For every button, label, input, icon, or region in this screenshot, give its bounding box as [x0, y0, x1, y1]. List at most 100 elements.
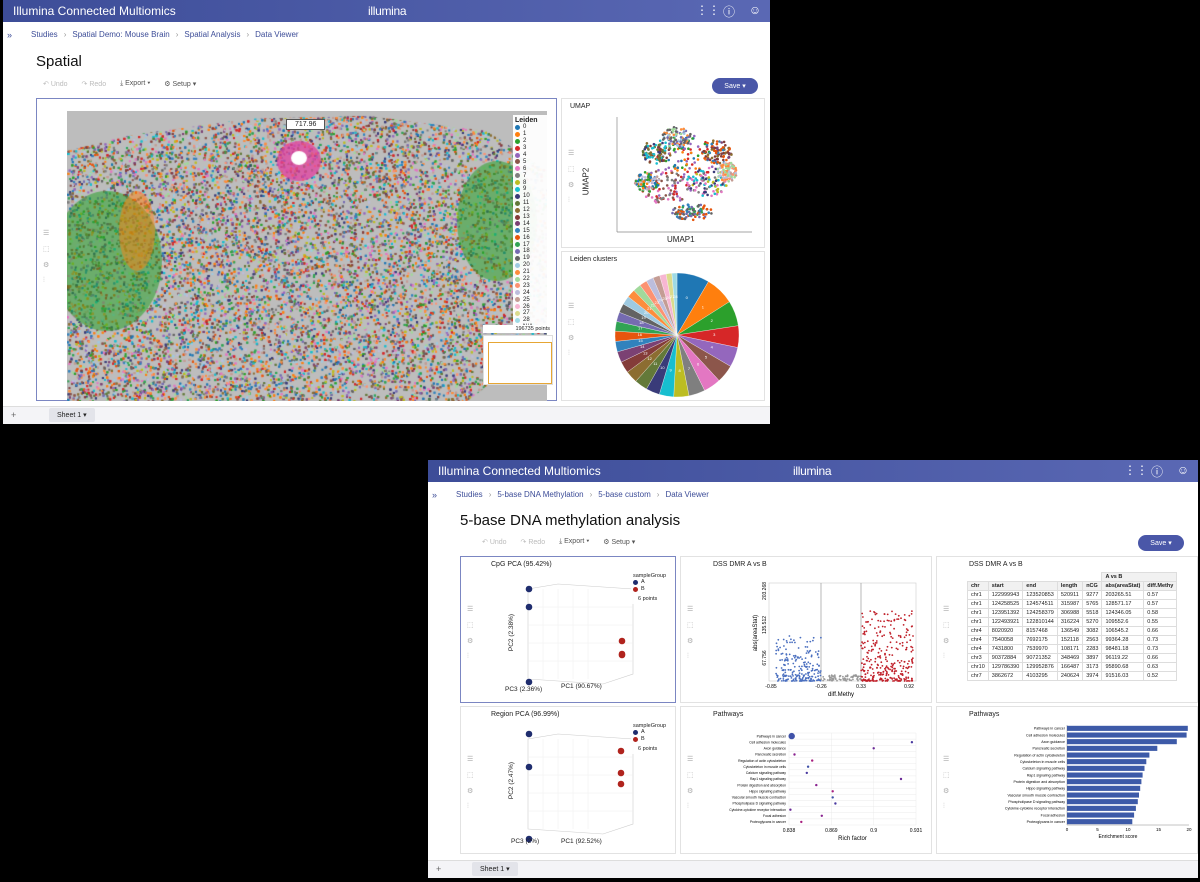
- help-icon[interactable]: ⓘ: [1150, 465, 1163, 479]
- column-header[interactable]: diff.Methy: [1143, 581, 1178, 591]
- pathways-dot-panel[interactable]: Pathways ☰ ⬚ ⚙ ⫶ Pathways in cancer Cell …: [680, 706, 932, 854]
- legend-item[interactable]: 26: [515, 303, 551, 310]
- pathways-bar-chart[interactable]: Pathways in cancer Cell adhesion molecule…: [967, 713, 1197, 853]
- legend-item[interactable]: 22: [515, 276, 551, 283]
- legend-item[interactable]: 21: [515, 269, 551, 276]
- select-icon[interactable]: ⬚: [943, 772, 950, 779]
- column-header[interactable]: nCG: [1082, 581, 1103, 591]
- legend-item[interactable]: 4: [515, 152, 551, 159]
- data-icon[interactable]: ☰: [43, 230, 50, 237]
- add-sheet-button[interactable]: +: [436, 864, 442, 874]
- legend-item[interactable]: 24: [515, 289, 551, 296]
- legend-item[interactable]: 10: [515, 193, 551, 200]
- dss-dmr-table-panel[interactable]: DSS DMR A vs B ☰ ⬚ ⚙ ⫶ A vs B chr start en…: [936, 556, 1198, 703]
- breadcrumb-analysis[interactable]: Spatial Analysis: [184, 30, 241, 39]
- settings-icon[interactable]: ⚙: [943, 788, 950, 795]
- legend-item[interactable]: 11: [515, 200, 551, 207]
- table-row[interactable]: chr4 7540058 7692175 152118 2563 99364.28 0.73: [967, 635, 1178, 645]
- setup-button[interactable]: ⚙ Setup ▾: [603, 539, 636, 546]
- apps-grid-icon[interactable]: ⋮⋮: [1124, 463, 1148, 477]
- settings-icon[interactable]: ⚙: [43, 262, 50, 269]
- minimap-viewport[interactable]: [488, 342, 552, 384]
- sheet-tab[interactable]: Sheet 1 ▾: [472, 862, 518, 876]
- save-button[interactable]: Save ▾: [1138, 535, 1184, 551]
- legend-item[interactable]: 14: [515, 220, 551, 227]
- legend-item[interactable]: 23: [515, 282, 551, 289]
- select-icon[interactable]: ⬚: [568, 166, 575, 173]
- spatial-tissue-image[interactable]: [67, 111, 547, 401]
- export-button[interactable]: ⤓ Export ▾: [120, 80, 151, 87]
- legend-item[interactable]: 7: [515, 172, 551, 179]
- legend-item[interactable]: 25: [515, 296, 551, 303]
- region-pca-panel[interactable]: Region PCA (96.99%) ☰ ⬚ ⚙ ⫶ PC1 (92.52%)…: [460, 706, 676, 854]
- data-icon[interactable]: ☰: [467, 606, 474, 613]
- legend-item[interactable]: 19: [515, 255, 551, 262]
- breadcrumb-project[interactable]: 5-base DNA Methylation: [497, 490, 584, 499]
- select-icon[interactable]: ⬚: [43, 246, 50, 253]
- column-header[interactable]: chr: [967, 581, 989, 591]
- legend-item[interactable]: 18: [515, 248, 551, 255]
- redo-button[interactable]: ↷ Redo: [81, 81, 107, 88]
- legend-item[interactable]: 5: [515, 158, 551, 165]
- save-button[interactable]: Save ▾: [712, 78, 758, 94]
- data-icon[interactable]: ☰: [943, 756, 950, 763]
- umap-plot[interactable]: [597, 107, 757, 247]
- breadcrumb-studies[interactable]: Studies: [456, 490, 483, 499]
- legend-item[interactable]: 27: [515, 310, 551, 317]
- user-icon[interactable]: ☺: [748, 3, 762, 17]
- pathways-bar-panel[interactable]: Pathways ☰ ⬚ ⚙ ⫶ Pathways in cancer Cell …: [936, 706, 1198, 854]
- chart-icon[interactable]: ⫶: [568, 197, 570, 204]
- settings-icon[interactable]: ⚙: [943, 638, 950, 645]
- umap-panel[interactable]: UMAP ☰ ⬚ ⚙ ⫶ UMAP1 UMAP2: [561, 98, 765, 248]
- chart-icon[interactable]: ⫶: [467, 803, 469, 810]
- legend-item[interactable]: 2: [515, 138, 551, 145]
- legend-item[interactable]: 12: [515, 207, 551, 214]
- column-header[interactable]: start: [987, 581, 1024, 591]
- leiden-pie-panel[interactable]: Leiden clusters ☰ ⬚ ⚙ ⫶ 0 1 2 3 4 5 6 7 8 9 10 11 12…: [561, 251, 765, 401]
- chart-icon[interactable]: ⫶: [687, 803, 689, 810]
- export-button[interactable]: ⤓ Export ▾: [559, 538, 590, 545]
- pathways-dot-plot[interactable]: Pathways in cancer Cell adhesion molecule…: [711, 713, 931, 853]
- table-row[interactable]: chr10 129786390 129952876 166487 3173 95890.6…: [967, 662, 1178, 672]
- data-icon[interactable]: ☰: [568, 150, 575, 157]
- breadcrumb-analysis[interactable]: 5-base custom: [598, 490, 651, 499]
- legend-item[interactable]: 8: [515, 179, 551, 186]
- undo-button[interactable]: ↶ Undo: [482, 539, 507, 546]
- legend-item[interactable]: 0: [515, 124, 551, 131]
- legend-item[interactable]: 13: [515, 214, 551, 221]
- column-header[interactable]: abs(areaStat): [1101, 581, 1145, 591]
- region-pca-plot[interactable]: [523, 729, 643, 849]
- chart-icon[interactable]: ⫶: [943, 803, 945, 810]
- data-icon[interactable]: ☰: [687, 756, 694, 763]
- settings-icon[interactable]: ⚙: [687, 788, 694, 795]
- column-header[interactable]: end: [1022, 581, 1058, 591]
- data-icon[interactable]: ☰: [467, 756, 474, 763]
- add-sheet-button[interactable]: +: [11, 410, 17, 420]
- data-icon[interactable]: ☰: [943, 606, 950, 613]
- legend-item[interactable]: 9: [515, 186, 551, 193]
- data-icon[interactable]: ☰: [568, 303, 575, 310]
- volcano-plot[interactable]: -0.85 -0.26 0.33 0.92 67.756 135.512 203.268 di…: [721, 563, 921, 703]
- chart-icon[interactable]: ⫶: [687, 653, 689, 660]
- settings-icon[interactable]: ⚙: [467, 788, 474, 795]
- table-row[interactable]: chr1 122493921 122810144 316224 5270 109552.6…: [967, 617, 1178, 627]
- settings-icon[interactable]: ⚙: [687, 638, 694, 645]
- legend-item[interactable]: 16: [515, 234, 551, 241]
- table-row[interactable]: chr7 3862672 4103295 240624 3974 91516.03 0.52: [967, 671, 1178, 681]
- legend-item[interactable]: 1: [515, 131, 551, 138]
- undo-button[interactable]: ↶ Undo: [43, 81, 68, 88]
- breadcrumb-studies[interactable]: Studies: [31, 30, 58, 39]
- settings-icon[interactable]: ⚙: [568, 335, 575, 342]
- breadcrumb-project[interactable]: Spatial Demo: Mouse Brain: [72, 30, 170, 39]
- expand-sidebar-icon[interactable]: »: [432, 490, 438, 500]
- table-row[interactable]: chr1 124258525 124574511 315987 5765 128571.1…: [967, 599, 1178, 609]
- select-icon[interactable]: ⬚: [467, 772, 474, 779]
- table-row[interactable]: chr4 7431800 7539970 108171 2283 98481.18 0.73: [967, 644, 1178, 654]
- table-row[interactable]: chr1 122999943 123520853 520911 9277 203265.5…: [967, 590, 1178, 600]
- sheet-tab[interactable]: Sheet 1 ▾: [49, 408, 95, 422]
- setup-button[interactable]: ⚙ Setup ▾: [164, 81, 197, 88]
- chart-icon[interactable]: ⫶: [467, 653, 469, 660]
- settings-icon[interactable]: ⚙: [568, 182, 575, 189]
- cpg-pca-panel[interactable]: CpG PCA (95.42%) ☰ ⬚ ⚙ ⫶ PC1 (90.67%) PC…: [460, 556, 676, 703]
- legend-item[interactable]: 28: [515, 317, 551, 324]
